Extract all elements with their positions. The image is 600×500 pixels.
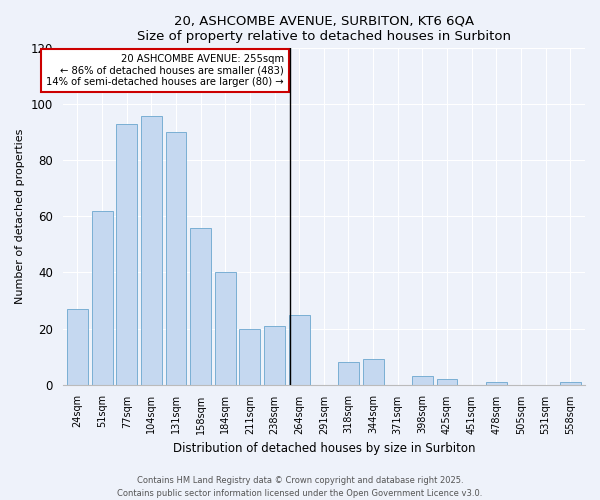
Bar (264, 326, 285, 384)
Bar (190, 228, 211, 384)
Bar (67, 309, 88, 384)
Bar (215, 272, 236, 384)
Bar (239, 328, 260, 384)
Bar (338, 362, 359, 384)
Bar (116, 124, 137, 384)
Title: 20, ASHCOMBE AVENUE, SURBITON, KT6 6QA
Size of property relative to detached hou: 20, ASHCOMBE AVENUE, SURBITON, KT6 6QA S… (137, 15, 511, 43)
Bar (289, 314, 310, 384)
Bar (141, 116, 162, 384)
Text: 20 ASHCOMBE AVENUE: 255sqm
← 86% of detached houses are smaller (483)
14% of sem: 20 ASHCOMBE AVENUE: 255sqm ← 86% of deta… (46, 54, 284, 87)
Bar (437, 379, 457, 384)
Bar (486, 382, 507, 384)
Bar (92, 211, 113, 384)
Bar (560, 382, 581, 384)
Text: Contains HM Land Registry data © Crown copyright and database right 2025.
Contai: Contains HM Land Registry data © Crown c… (118, 476, 482, 498)
X-axis label: Distribution of detached houses by size in Surbiton: Distribution of detached houses by size … (173, 442, 475, 455)
Y-axis label: Number of detached properties: Number of detached properties (15, 129, 25, 304)
Bar (412, 376, 433, 384)
Bar (166, 132, 187, 384)
Bar (362, 360, 383, 384)
